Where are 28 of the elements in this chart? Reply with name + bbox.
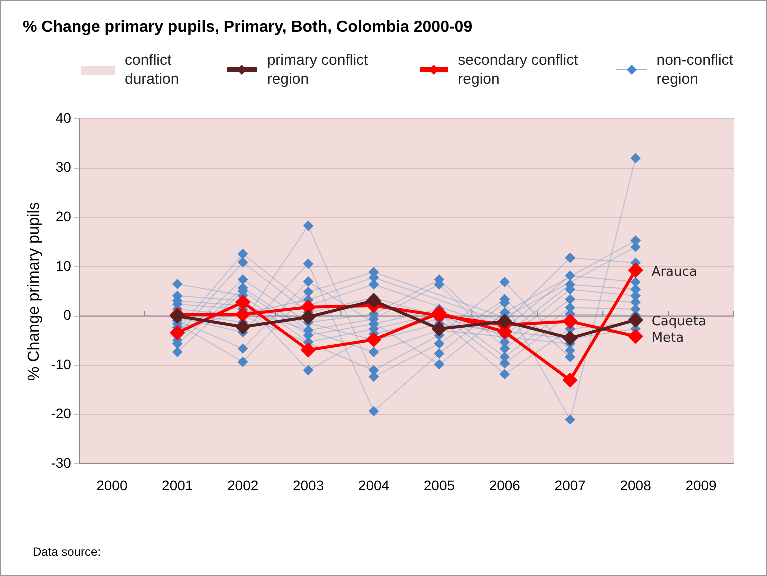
x-tick-label: 2001: [162, 477, 194, 494]
x-tick-label: 2007: [554, 477, 586, 494]
x-tick-label: 2000: [96, 477, 128, 494]
x-tick-label: 2006: [489, 477, 521, 494]
legend-label: conflict duration: [125, 51, 180, 89]
y-tick-label: 30: [56, 159, 72, 176]
y-tick-label: 0: [64, 307, 72, 324]
legend-label: secondary conflict region: [458, 51, 580, 89]
annotation: Meta: [652, 330, 684, 346]
y-tick-label: -10: [51, 356, 72, 372]
source-note: Data source:: [33, 545, 102, 559]
x-tick-label: 2003: [292, 477, 324, 494]
x-tick-label: 2008: [620, 477, 652, 494]
y-axis-title: % Change primary pupils: [26, 202, 44, 381]
y-tick-label: 10: [56, 258, 72, 274]
legend-label: primary conflict region: [267, 51, 370, 89]
y-tick-label: 20: [56, 208, 72, 224]
annotation: Arauca: [652, 264, 698, 280]
legend-label: non-conflict region: [656, 51, 734, 89]
y-tick-label: -20: [51, 406, 72, 422]
x-tick-label: 2002: [228, 477, 259, 494]
y-tick-label: -30: [51, 455, 72, 472]
x-tick-label: 2009: [686, 477, 718, 494]
x-tick-label: 2005: [424, 477, 456, 494]
chart-title: % Change primary pupils, Primary, Both, Colombia 2000-09: [23, 19, 473, 37]
annotation: Caqueta: [652, 314, 706, 330]
y-tick-label: 40: [56, 110, 72, 126]
x-tick-label: 2004: [358, 477, 390, 494]
